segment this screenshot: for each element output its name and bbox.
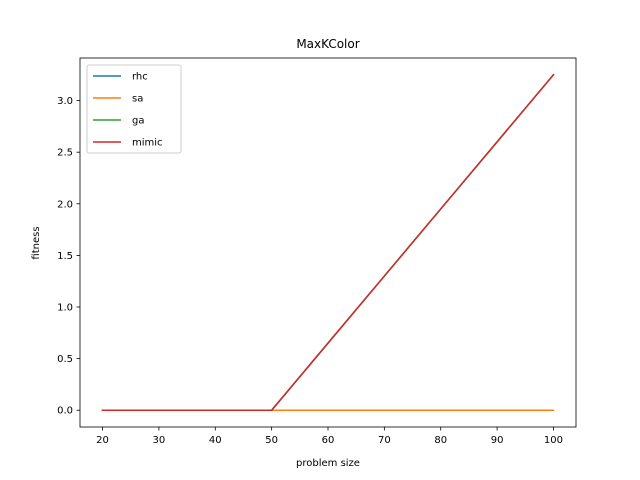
legend: rhc sa ga mimic [86,64,182,154]
x-tick-label: 60 [322,435,335,446]
chart-title: MaxKColor [296,37,359,51]
y-tick-label: 0.0 [57,406,73,417]
x-tick-label: 70 [378,435,391,446]
x-tick-label: 100 [544,435,563,446]
legend-label-sa: sa [132,94,143,105]
axes: 20 30 40 50 60 70 80 90 100 0.0 0.5 1.0 1.5 2.0 2.5 3.0 [57,57,577,446]
legend-label-rhc: rhc [132,72,148,83]
y-axis-label: fitness [31,226,42,259]
legend-box [86,64,182,154]
y-tick-label: 0.5 [57,354,73,365]
legend-label-ga: ga [132,116,144,127]
y-tick-label: 2.5 [57,148,73,159]
y-tick-label: 1.0 [57,303,73,314]
x-tick-label: 30 [153,435,166,446]
x-tick-label: 20 [96,435,109,446]
x-axis-label: problem size [296,458,360,469]
plot-area [101,73,555,411]
x-tick-label: 90 [491,435,504,446]
x-tick-label: 80 [434,435,447,446]
y-tick-label: 3.0 [57,96,73,107]
x-tick-label: 40 [209,435,222,446]
legend-label-mimic: mimic [132,138,163,149]
x-tick-label: 50 [265,435,278,446]
series-line-mimic [101,73,555,411]
y-tick-label: 1.5 [57,251,73,262]
y-tick-label: 2.0 [57,199,73,210]
